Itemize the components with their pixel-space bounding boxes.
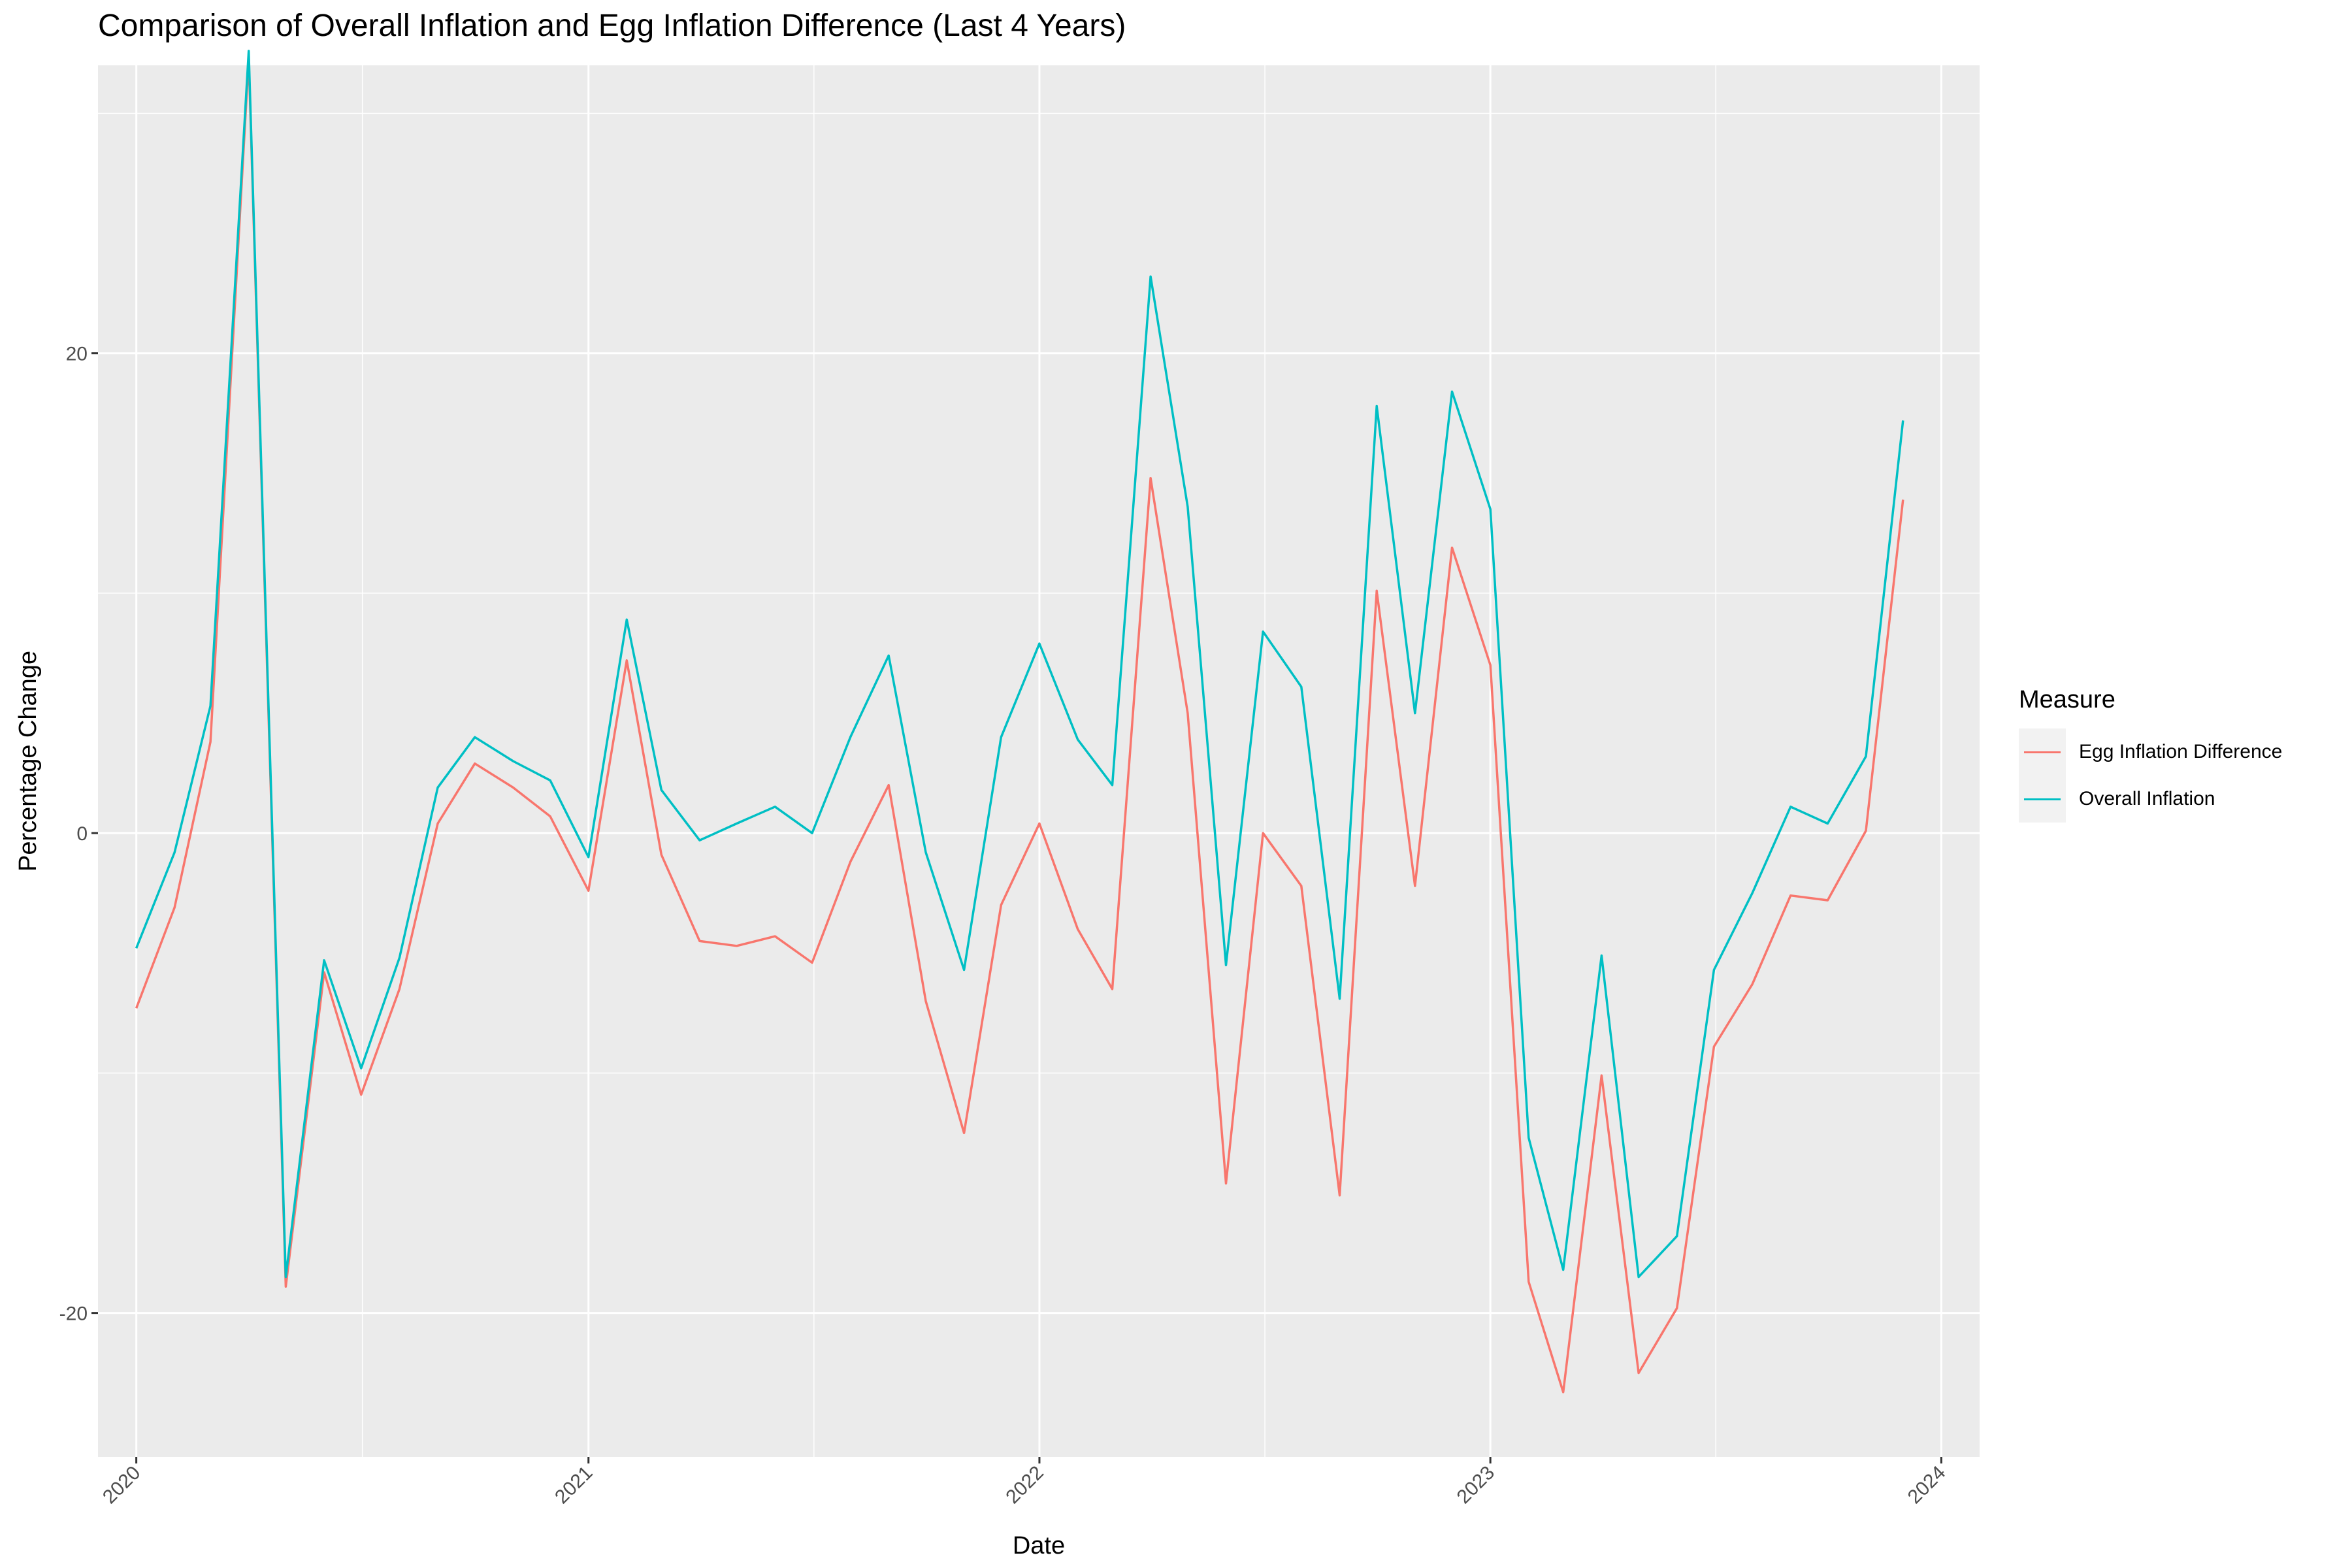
- y-tick-label: 0: [76, 823, 88, 845]
- legend-key-line: [2024, 751, 2061, 753]
- legend-key-overall-inflation: [2019, 776, 2066, 823]
- legend-label: Overall Inflation: [2079, 788, 2215, 809]
- legend-item-egg-inflation-difference: Egg Inflation Difference: [2019, 728, 2282, 776]
- series-line-egg-inflation-difference: [135, 57, 1904, 1394]
- x-tick-label: 2023: [1453, 1462, 1499, 1509]
- legend-item-overall-inflation: Overall Inflation: [2019, 776, 2282, 823]
- legend-key-egg-inflation-difference: [2019, 728, 2066, 776]
- legend-label: Egg Inflation Difference: [2079, 741, 2283, 762]
- y-tick-label: -20: [59, 1303, 88, 1325]
- major-gridlines: [98, 65, 1980, 1457]
- x-axis-title: Date: [1013, 1532, 1065, 1560]
- legend: Measure Egg Inflation Difference Overall…: [2019, 686, 2282, 823]
- x-tick-label: 2021: [551, 1462, 597, 1509]
- legend-key-line: [2024, 798, 2061, 800]
- legend-title: Measure: [2019, 686, 2115, 713]
- y-axis-title: Percentage Change: [14, 651, 42, 872]
- x-axis-ticks: 2020 2021 2022 2023 2024: [99, 1457, 1950, 1508]
- series-lines: [135, 50, 1904, 1394]
- x-tick-label: 2022: [1002, 1462, 1048, 1509]
- series-line-overall-inflation: [135, 50, 1904, 1279]
- x-tick-label: 2020: [99, 1462, 145, 1509]
- y-axis-ticks: -20 0 20: [59, 344, 98, 1325]
- x-tick-label: 2024: [1904, 1462, 1950, 1509]
- y-tick-label: 20: [66, 344, 88, 365]
- chart-title: Comparison of Overall Inflation and Egg …: [98, 8, 1126, 43]
